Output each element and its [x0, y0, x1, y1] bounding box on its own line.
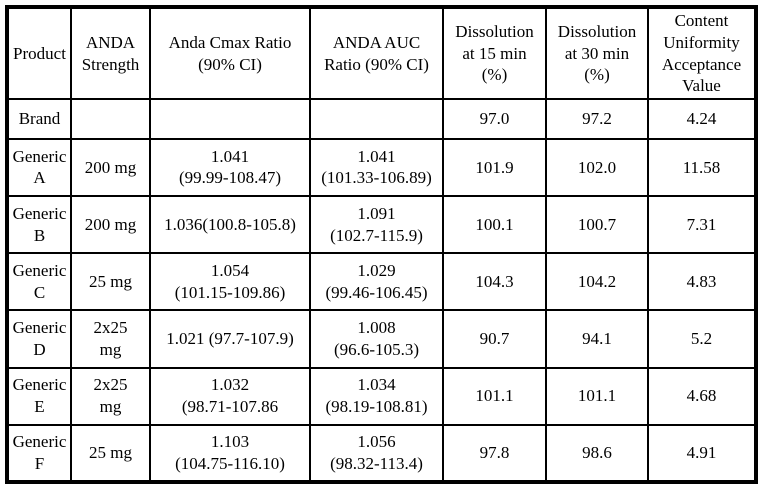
- cell-generic-d-dissolution-30: 94.1: [545, 309, 649, 369]
- header-row: Product ANDA Strength Anda Cmax Ratio (9…: [6, 6, 757, 100]
- cell-generic-a-auc: 1.041 (101.33-106.89): [309, 137, 444, 198]
- column-header-dissolution-30min: Dissolution at 30 min (%): [545, 6, 649, 100]
- cell-generic-f-dissolution-15: 97.8: [442, 423, 547, 484]
- cell-generic-a-content-uniformity: 11.58: [647, 137, 757, 198]
- cell-generic-b-cmax: 1.036(100.8-105.8): [149, 195, 311, 255]
- row-label-generic-a: Generic A: [6, 137, 72, 198]
- cell-generic-b-dissolution-15: 100.1: [442, 195, 547, 255]
- anda-comparison-table: Product ANDA Strength Anda Cmax Ratio (9…: [5, 5, 758, 484]
- row-label-generic-f: Generic F: [6, 423, 72, 484]
- cell-generic-c-strength: 25 mg: [70, 252, 151, 312]
- column-header-product: Product: [6, 6, 72, 100]
- cell-generic-e-cmax: 1.032 (98.71-107.86: [149, 366, 311, 426]
- cell-generic-e-content-uniformity: 4.68: [647, 366, 757, 426]
- cell-generic-e-dissolution-30: 101.1: [545, 366, 649, 426]
- cell-generic-d-cmax: 1.021 (97.7-107.9): [149, 309, 311, 369]
- table-row-brand: Brand 97.0 97.2 4.24: [6, 98, 757, 140]
- cell-brand-cmax: [149, 98, 311, 140]
- cell-generic-b-content-uniformity: 7.31: [647, 195, 757, 255]
- cell-generic-f-cmax: 1.103 (104.75-116.10): [149, 423, 311, 484]
- cell-brand-auc: [309, 98, 444, 140]
- cell-generic-c-auc: 1.029 (99.46-106.45): [309, 252, 444, 312]
- table-row-generic-a: Generic A 200 mg 1.041 (99.99-108.47) 1.…: [6, 137, 757, 198]
- cell-generic-c-content-uniformity: 4.83: [647, 252, 757, 312]
- cell-generic-e-dissolution-15: 101.1: [442, 366, 547, 426]
- cell-generic-c-dissolution-15: 104.3: [442, 252, 547, 312]
- row-label-generic-d: Generic D: [6, 309, 72, 369]
- cell-brand-content-uniformity: 4.24: [647, 98, 757, 140]
- row-label-generic-e: Generic E: [6, 366, 72, 426]
- table-row-generic-d: Generic D 2x25 mg 1.021 (97.7-107.9) 1.0…: [6, 309, 757, 369]
- cell-generic-b-auc: 1.091 (102.7-115.9): [309, 195, 444, 255]
- cell-brand-dissolution-15: 97.0: [442, 98, 547, 140]
- cell-generic-a-dissolution-30: 102.0: [545, 137, 649, 198]
- cell-generic-d-content-uniformity: 5.2: [647, 309, 757, 369]
- row-label-generic-b: Generic B: [6, 195, 72, 255]
- column-header-content-uniformity: Content Uniformity Acceptance Value: [647, 6, 757, 100]
- cell-generic-b-strength: 200 mg: [70, 195, 151, 255]
- cell-generic-b-dissolution-30: 100.7: [545, 195, 649, 255]
- cell-generic-a-dissolution-15: 101.9: [442, 137, 547, 198]
- cell-generic-f-strength: 25 mg: [70, 423, 151, 484]
- cell-generic-a-strength: 200 mg: [70, 137, 151, 198]
- cell-generic-d-strength: 2x25 mg: [70, 309, 151, 369]
- table-row-generic-c: Generic C 25 mg 1.054 (101.15-109.86) 1.…: [6, 252, 757, 312]
- table-row-generic-f: Generic F 25 mg 1.103 (104.75-116.10) 1.…: [6, 423, 757, 484]
- row-label-brand: Brand: [6, 98, 72, 140]
- cell-generic-d-auc: 1.008 (96.6-105.3): [309, 309, 444, 369]
- table-row-generic-b: Generic B 200 mg 1.036(100.8-105.8) 1.09…: [6, 195, 757, 255]
- cell-generic-f-auc: 1.056 (98.32-113.4): [309, 423, 444, 484]
- cell-generic-d-dissolution-15: 90.7: [442, 309, 547, 369]
- table-row-generic-e: Generic E 2x25 mg 1.032 (98.71-107.86 1.…: [6, 366, 757, 426]
- column-header-auc-ratio: ANDA AUC Ratio (90% CI): [309, 6, 444, 100]
- cell-generic-c-cmax: 1.054 (101.15-109.86): [149, 252, 311, 312]
- cell-brand-dissolution-30: 97.2: [545, 98, 649, 140]
- cell-brand-strength: [70, 98, 151, 140]
- cell-generic-c-dissolution-30: 104.2: [545, 252, 649, 312]
- column-header-anda-strength: ANDA Strength: [70, 6, 151, 100]
- cell-generic-f-content-uniformity: 4.91: [647, 423, 757, 484]
- row-label-generic-c: Generic C: [6, 252, 72, 312]
- cell-generic-e-strength: 2x25 mg: [70, 366, 151, 426]
- cell-generic-a-cmax: 1.041 (99.99-108.47): [149, 137, 311, 198]
- cell-generic-f-dissolution-30: 98.6: [545, 423, 649, 484]
- column-header-dissolution-15min: Dissolution at 15 min (%): [442, 6, 547, 100]
- column-header-cmax-ratio: Anda Cmax Ratio (90% CI): [149, 6, 311, 100]
- cell-generic-e-auc: 1.034 (98.19-108.81): [309, 366, 444, 426]
